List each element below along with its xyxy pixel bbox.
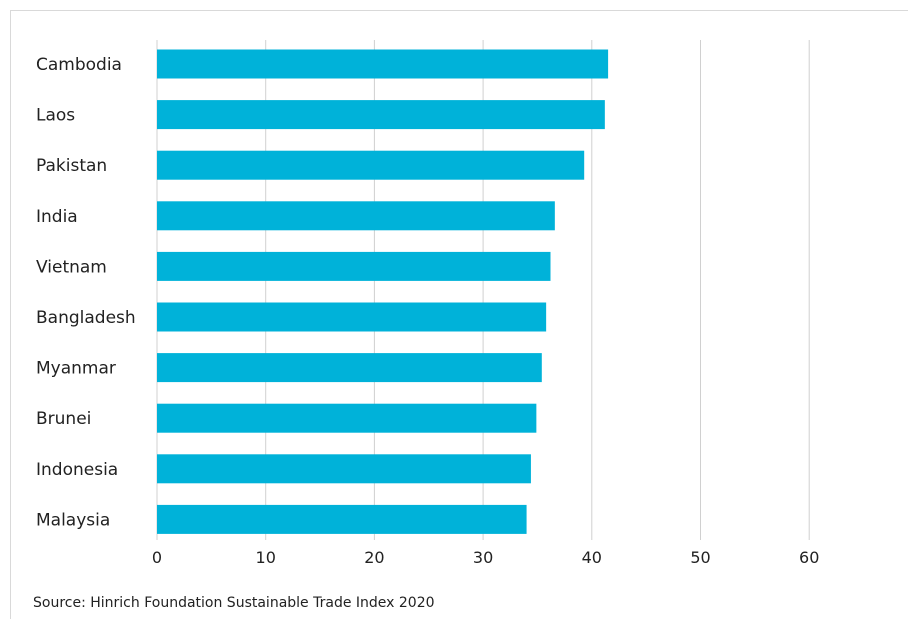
bar-brunei [157, 403, 537, 433]
bar-indonesia [157, 454, 531, 484]
bar-bangladesh [157, 302, 547, 332]
bar-laos [157, 100, 605, 130]
category-label: Brunei [36, 409, 91, 429]
source-note: Source: Hinrich Foundation Sustainable T… [33, 595, 435, 611]
bar-malaysia [157, 504, 527, 534]
category-label: Laos [36, 106, 75, 126]
x-tick-label: 60 [799, 548, 819, 567]
x-tick-label: 30 [473, 548, 493, 567]
category-label: Myanmar [36, 359, 116, 379]
category-label: Indonesia [36, 460, 118, 480]
category-label: Vietnam [36, 257, 107, 277]
category-label: India [36, 207, 78, 227]
bars [157, 49, 609, 534]
x-tick-label: 50 [690, 548, 710, 567]
bar-india [157, 201, 555, 231]
x-tick-labels: 0 10 20 30 40 50 60 [152, 548, 819, 567]
bar-vietnam [157, 251, 551, 281]
bar-pakistan [157, 150, 585, 180]
x-tick-label: 10 [256, 548, 276, 567]
x-tick-label: 40 [582, 548, 602, 567]
bar-cambodia [157, 49, 609, 79]
x-tick-label: 20 [364, 548, 384, 567]
category-label: Bangladesh [36, 308, 136, 328]
category-label: Cambodia [36, 55, 122, 75]
chart-panel [10, 10, 908, 619]
bar-myanmar [157, 353, 542, 383]
x-tick-label: 0 [152, 548, 162, 567]
category-labels: Cambodia Laos Pakistan India Vietnam Banglade… [36, 55, 136, 530]
bar-chart: Cambodia Laos Pakistan India Vietnam Banglade… [36, 40, 819, 567]
category-label: Pakistan [36, 156, 107, 176]
category-label: Malaysia [36, 510, 110, 530]
